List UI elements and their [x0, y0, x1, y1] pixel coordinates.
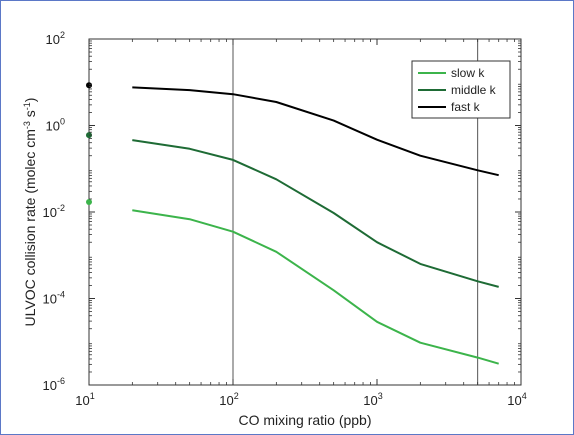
x-tick-label-1: 102: [219, 391, 238, 408]
y-axis-label-end: ): [22, 98, 38, 103]
y-axis-label-mid: s: [22, 110, 38, 121]
y-axis-label-exp1: -3: [22, 121, 32, 129]
y-tick-label-1: 10-4: [43, 290, 65, 307]
y-axis-ticks: 10-6 10-4 10-2 100 102: [43, 30, 521, 393]
y-axis-label: ULVOC collision rate (molec cm-3 s-1): [22, 98, 38, 327]
legend-label-0: slow k: [451, 66, 485, 80]
series-line-fast-k: [132, 86, 499, 177]
y-axis-label-exp2: -1: [22, 102, 32, 110]
y-axis-label-main: ULVOC collision rate (molec cm: [22, 129, 38, 326]
y-tick-label-3: 100: [46, 117, 65, 134]
legend-label-2: fast k: [451, 100, 481, 114]
y-tick-label-2: 10-2: [43, 203, 65, 220]
x-tick-label-2: 103: [363, 391, 382, 408]
x-axis-label: CO mixing ratio (ppb): [238, 412, 371, 428]
series-line-slow-k: [132, 209, 499, 365]
legend-label-1: middle k: [451, 83, 497, 97]
marker-point-0: [86, 82, 92, 89]
x-axis-ticks: 101 102 103 104: [75, 39, 527, 408]
series-lines: [132, 86, 499, 365]
x-tick-label-0: 101: [75, 391, 94, 408]
y-tick-label-0: 10-6: [43, 376, 65, 393]
y-tick-label-4: 102: [46, 30, 65, 47]
x-tick-label-3: 104: [507, 391, 526, 408]
series-line-middle-k: [132, 139, 499, 288]
marker-point-2: [86, 199, 92, 206]
legend: slow k middle k fast k: [411, 60, 511, 119]
